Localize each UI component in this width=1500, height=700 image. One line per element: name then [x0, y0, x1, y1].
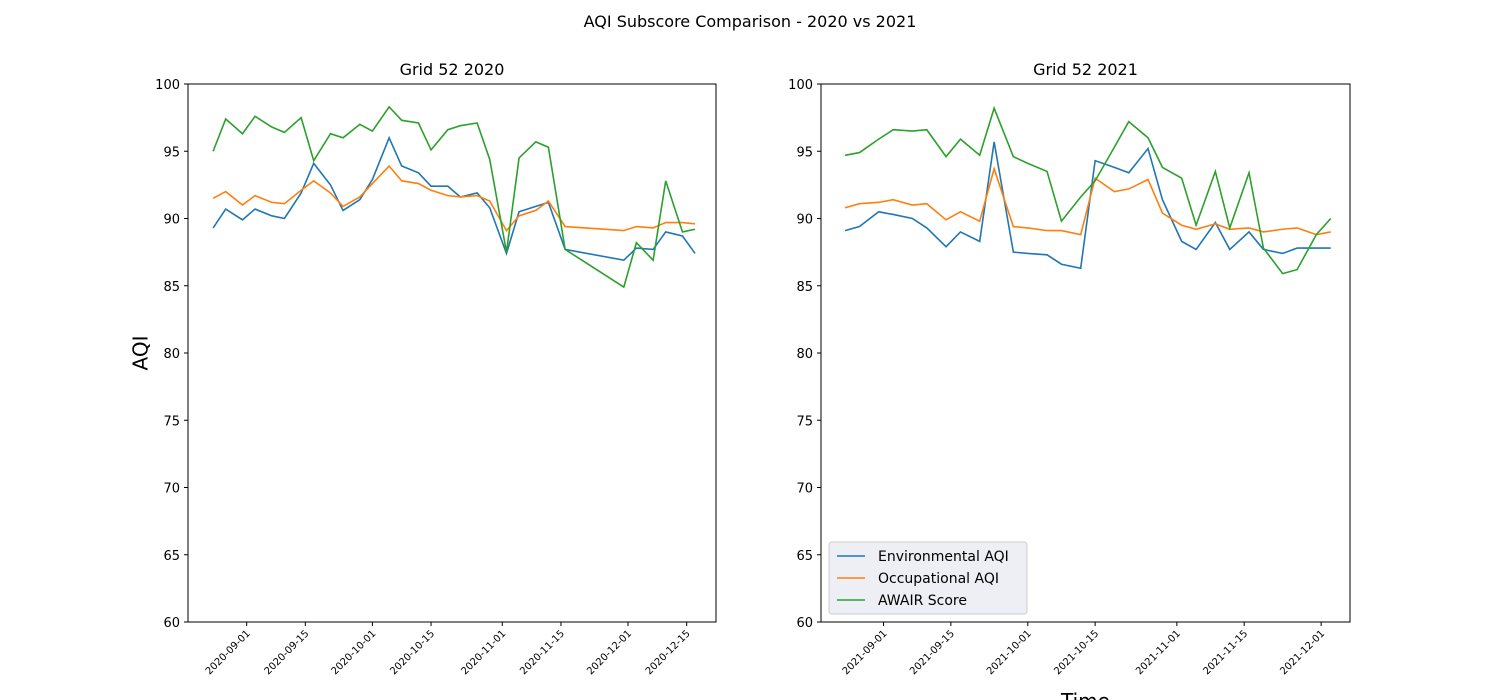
y-axis-label: AQI	[129, 336, 153, 371]
chart-title: Grid 52 2021	[1033, 60, 1138, 79]
plot-area	[820, 83, 1351, 623]
legend-box	[828, 541, 1028, 615]
series-line	[212, 105, 696, 289]
y-tick-label: 65	[796, 549, 813, 564]
x-tick-label: 2020-10-15	[388, 628, 437, 677]
series-line	[212, 164, 696, 233]
x-tick-label: 2020-12-01	[585, 628, 634, 677]
y-tick-label: 80	[796, 347, 813, 362]
y-tick-label: 85	[163, 280, 180, 295]
series-line	[844, 165, 1331, 236]
y-tick-label: 90	[796, 213, 813, 228]
x-tick-label: 2021-11-15	[1201, 628, 1250, 677]
y-tick-label: 75	[163, 414, 180, 429]
x-tick-label: 2021-11-01	[1134, 628, 1183, 677]
x-tick-label: 2020-12-15	[644, 628, 693, 677]
y-tick-label: 90	[163, 213, 180, 228]
y-tick-label: 85	[796, 280, 813, 295]
y-tick-label: 70	[163, 482, 180, 497]
series-line	[212, 135, 696, 262]
series-line	[844, 141, 1331, 270]
y-tick-label: 100	[788, 78, 813, 93]
x-tick-label: 2021-09-15	[908, 628, 957, 677]
figure-title: AQI Subscore Comparison - 2020 vs 2021	[584, 12, 917, 31]
x-tick-label: 2020-09-01	[204, 628, 253, 677]
y-tick-label: 95	[163, 145, 180, 160]
plot-area	[187, 83, 717, 623]
x-tick-label: 2020-10-01	[330, 628, 379, 677]
legend-label: Occupational AQI	[878, 571, 999, 587]
y-tick-label: 80	[163, 347, 180, 362]
x-tick-label: 2020-09-15	[263, 628, 312, 677]
x-tick-label: 2021-10-01	[985, 628, 1034, 677]
series-line	[844, 105, 1332, 275]
x-tick-label: 2021-09-01	[841, 628, 890, 677]
chart-title: Grid 52 2020	[400, 60, 505, 79]
y-tick-label: 70	[796, 482, 813, 497]
x-axis-label: Time	[1060, 689, 1110, 700]
legend-label: AWAIR Score	[878, 593, 967, 609]
y-tick-label: 95	[796, 145, 813, 160]
y-tick-label: 100	[155, 78, 180, 93]
x-tick-label: 2021-12-01	[1278, 628, 1327, 677]
y-tick-label: 60	[163, 616, 180, 631]
x-tick-label: 2021-10-15	[1052, 628, 1101, 677]
x-tick-label: 2020-11-15	[518, 628, 567, 677]
y-tick-label: 75	[796, 414, 813, 429]
legend-label: Environmental AQI	[878, 549, 1009, 565]
x-tick-label: 2020-11-01	[460, 628, 509, 677]
y-tick-label: 60	[796, 616, 813, 631]
y-tick-label: 65	[163, 549, 180, 564]
